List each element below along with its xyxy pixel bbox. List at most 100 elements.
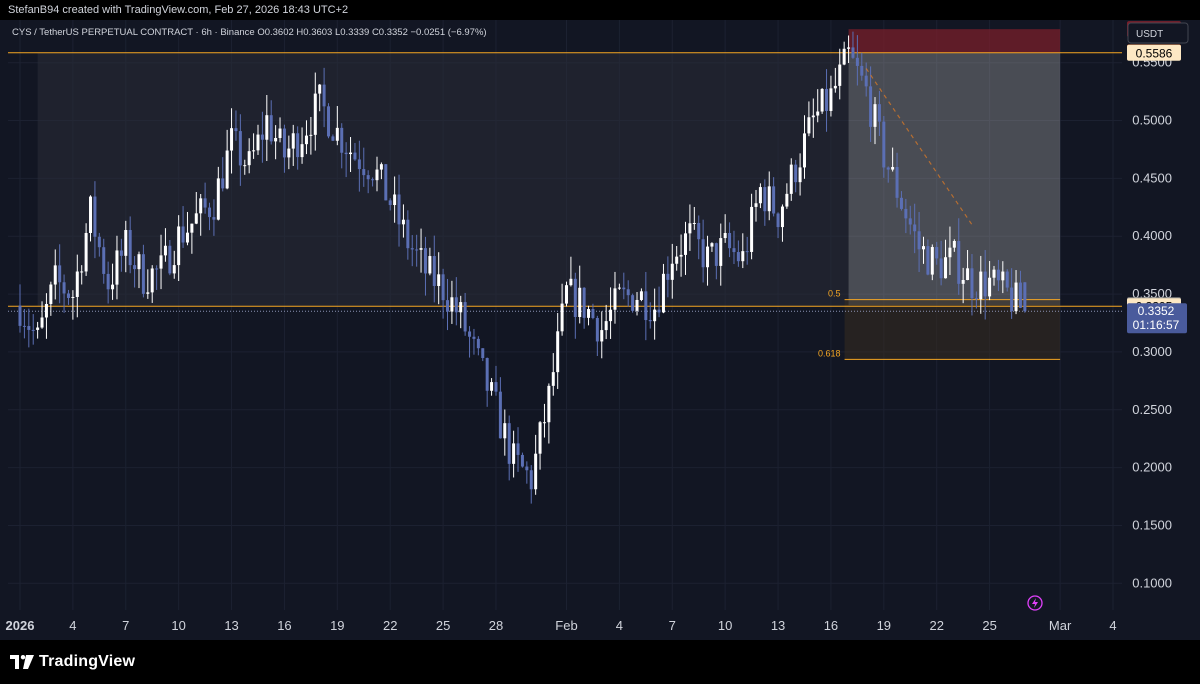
candle-body	[710, 243, 714, 247]
candle-body	[935, 247, 939, 259]
candle-body	[36, 327, 40, 330]
candle-body	[829, 88, 833, 111]
candle-body	[199, 198, 203, 214]
candle-body	[891, 167, 895, 170]
candle-body	[908, 218, 912, 225]
candle-body	[600, 330, 604, 342]
candle-body	[111, 284, 115, 290]
candle-body	[353, 152, 357, 160]
candle-body	[520, 454, 524, 467]
candle-body	[230, 128, 234, 151]
candle-body	[507, 423, 511, 464]
candle-body	[53, 265, 57, 285]
candle-body	[340, 127, 344, 153]
fib-level-label: 0.5	[828, 289, 841, 299]
lightning-icon[interactable]	[1027, 595, 1043, 611]
candle-body	[763, 187, 767, 212]
candle-body	[688, 223, 692, 234]
candle-body	[437, 274, 441, 286]
x-tick-label: 25	[436, 618, 450, 633]
candle-body	[930, 247, 934, 275]
x-tick-label: 28	[489, 618, 503, 633]
candle-body	[565, 285, 568, 304]
candle-body	[802, 133, 806, 168]
x-tick-label: 16	[277, 618, 291, 633]
candle-body	[335, 127, 339, 141]
candle-body	[177, 226, 181, 266]
candle-body	[701, 239, 705, 268]
candle-body	[410, 248, 414, 250]
candle-body	[780, 206, 784, 228]
price-chart[interactable]: 0.50.6180.55000.50000.45000.40000.35000.…	[0, 20, 1200, 640]
candle-body	[133, 265, 137, 270]
candle-body	[1001, 271, 1005, 281]
candle-body	[331, 136, 335, 141]
candle-body	[75, 271, 79, 297]
candle-body	[216, 178, 220, 220]
top-bar: StefanB94 created with TradingView.com, …	[0, 0, 1200, 20]
candle-body	[225, 150, 229, 189]
candle-body	[185, 232, 189, 243]
candle-body	[534, 453, 538, 490]
candle-body	[1014, 282, 1018, 312]
candle-body	[666, 273, 670, 280]
candle-body	[547, 385, 551, 423]
candle-body	[454, 297, 458, 313]
candle-body	[758, 187, 762, 204]
candle-body	[582, 287, 586, 318]
candle-body	[776, 213, 780, 228]
candle-body	[661, 273, 665, 313]
candles	[18, 31, 1027, 504]
candle-body	[754, 203, 758, 207]
candle-body	[238, 131, 242, 166]
candle-body	[49, 284, 53, 304]
candle-body	[860, 65, 864, 76]
x-tick-label: 19	[877, 618, 891, 633]
candle-body	[66, 293, 70, 298]
candle-body	[657, 309, 661, 313]
candle-body	[252, 150, 256, 152]
candle-body	[503, 423, 507, 439]
candle-body	[556, 331, 560, 373]
candle-body	[97, 236, 101, 248]
candle-body	[415, 249, 419, 251]
candle-body	[847, 47, 851, 49]
candle-body	[260, 134, 264, 140]
candle-body	[155, 268, 159, 270]
candle-body	[309, 134, 313, 136]
footer: TradingView	[0, 640, 1200, 684]
candle-body	[124, 230, 128, 256]
candle-body	[18, 305, 22, 326]
candle-body	[463, 302, 467, 332]
candle-body	[811, 115, 815, 118]
y-tick-label: 0.5000	[1132, 113, 1172, 128]
candle-body	[393, 194, 397, 206]
candle-body	[798, 167, 802, 183]
candle-body	[789, 164, 793, 194]
candle-body	[529, 470, 533, 490]
y-tick-label: 0.2500	[1132, 402, 1172, 417]
candle-body	[851, 47, 855, 58]
candle-body	[256, 134, 260, 151]
tradingview-logo[interactable]: TradingView	[10, 653, 135, 671]
candle-body	[864, 75, 868, 87]
candle-body	[247, 151, 251, 166]
candle-body	[542, 422, 546, 424]
candle-body	[670, 263, 674, 280]
candle-body	[401, 219, 405, 225]
range-box	[37, 52, 849, 307]
candle-body	[194, 213, 198, 224]
candle-body	[807, 117, 811, 134]
candle-body	[371, 179, 375, 181]
candle-body	[278, 128, 282, 139]
candle-body	[741, 251, 745, 262]
x-tick-label: Feb	[555, 618, 577, 633]
candle-body	[1023, 282, 1027, 312]
candle-body	[970, 268, 974, 299]
candle-body	[349, 152, 353, 155]
candle-body	[1010, 287, 1014, 312]
candle-body	[115, 250, 119, 285]
candle-body	[441, 274, 445, 301]
candle-body	[490, 382, 494, 391]
